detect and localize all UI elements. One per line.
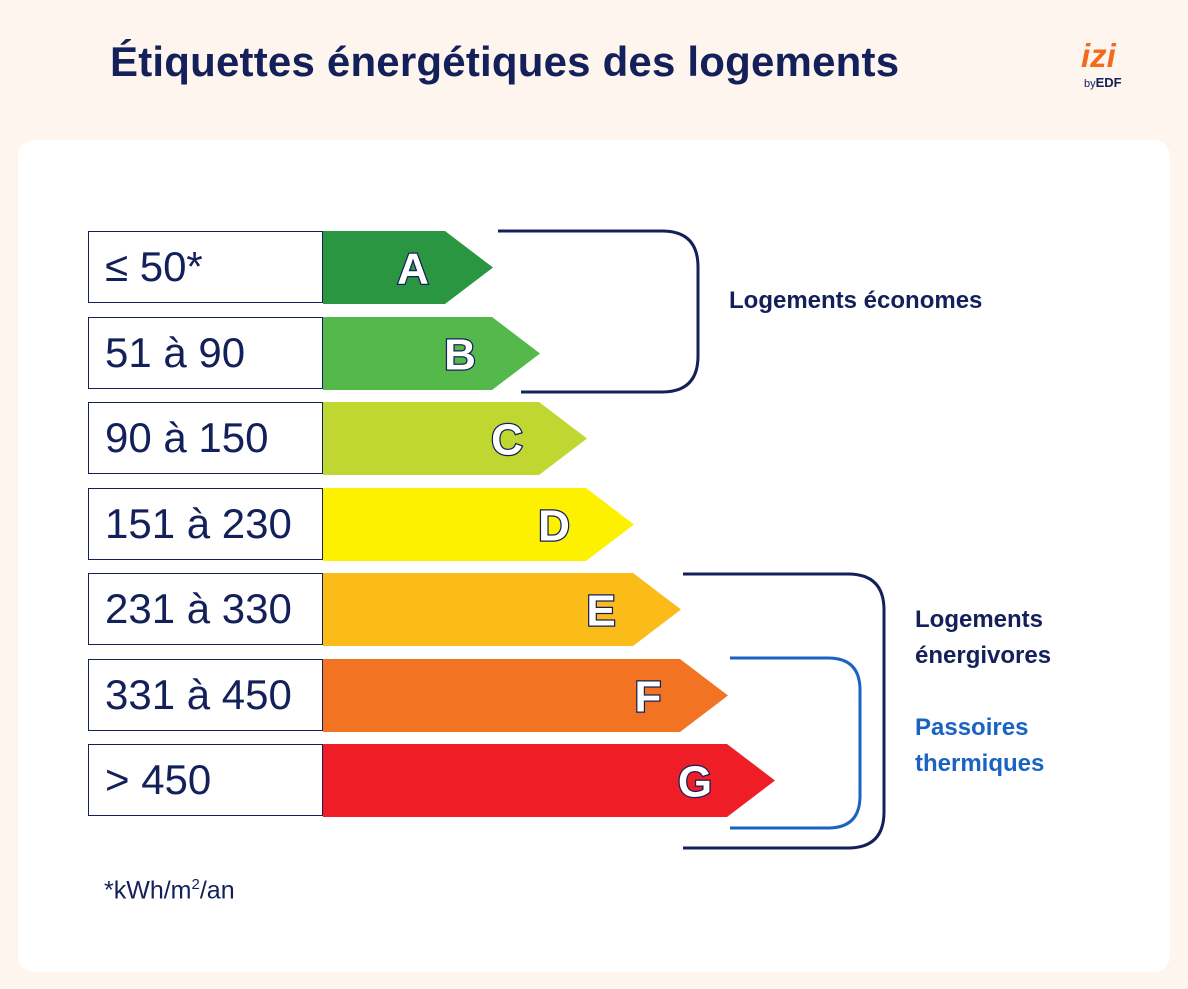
energy-arrow-a [323,231,493,304]
range-box-f: 331 à 450 [88,659,323,731]
range-box-c: 90 à 150 [88,402,323,474]
group-label-energivores: Logements énergivores [915,606,1052,669]
bracket-passoires [730,656,862,830]
page-title: Étiquettes énergétiques des logements [110,38,900,85]
group-label-economes: Logements économes [729,287,983,314]
izi-edf-logo: izi byEDF [1081,38,1141,98]
energy-arrow-c [323,402,587,475]
energy-arrow-g [323,744,775,817]
energy-letter-b: B [444,331,476,380]
group-label-passoires: Passoires thermiques [915,714,1045,777]
energy-arrow-b [323,317,540,390]
bracket-energivores [683,572,886,850]
range-box-g: > 450 [88,744,323,816]
energy-arrow-e [323,573,681,646]
unit-footnote: *kWh/m2/an [104,876,235,905]
bracket-economes [498,229,700,394]
logo-brand: izi [1081,37,1116,74]
range-box-d: 151 à 230 [88,488,323,560]
energy-letter-e: E [586,587,615,636]
energy-letter-f: F [635,673,662,722]
logo-byline: byEDF [1084,75,1122,91]
energy-arrow-f [323,659,728,732]
range-box-b: 51 à 90 [88,317,323,389]
energy-letter-a: A [397,245,429,294]
energy-letter-d: D [538,502,570,551]
range-box-a: ≤ 50* [88,231,323,303]
energy-letter-c: C [491,416,523,465]
range-box-e: 231 à 330 [88,573,323,645]
energy-arrow-d [323,488,634,561]
energy-letter-g: G [678,758,712,807]
